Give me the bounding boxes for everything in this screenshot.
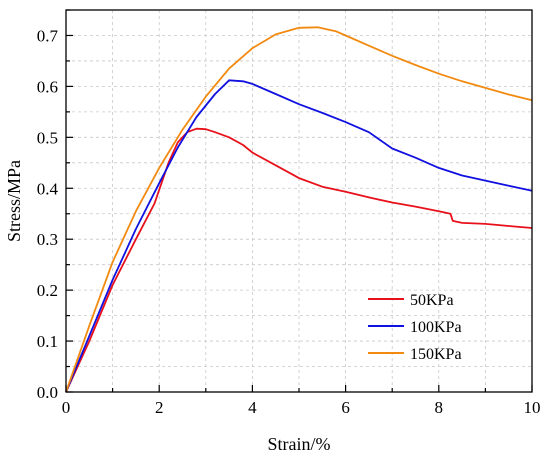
x-axis-title: Strain/% [268, 434, 331, 454]
series-line-50kpa [65, 127, 533, 393]
series-lines [65, 26, 533, 393]
legend-label-150kpa: 150KPa [410, 346, 462, 363]
series-line-100kpa [65, 79, 533, 393]
y-tick-label: 0.4 [37, 179, 59, 198]
x-tick-label: 10 [524, 398, 541, 417]
x-tick-label: 4 [248, 398, 257, 417]
series-line-150kpa [65, 26, 533, 393]
y-tick-label: 0.1 [37, 332, 58, 351]
legend-label-100kpa: 100KPa [410, 319, 462, 336]
x-tick-label: 8 [435, 398, 444, 417]
x-tick-label: 0 [62, 398, 71, 417]
y-tick-label: 0.0 [37, 383, 58, 402]
y-tick-label: 0.6 [37, 77, 58, 96]
legend-label-50kpa: 50KPa [410, 292, 454, 309]
y-tick-label: 0.2 [37, 281, 58, 300]
x-tick-label: 2 [155, 398, 164, 417]
grid [66, 9, 532, 392]
y-tick-label: 0.3 [37, 230, 58, 249]
y-tick-label: 0.5 [37, 128, 58, 147]
y-tick-label: 0.7 [37, 26, 59, 45]
y-axis-title: Stress/MPa [4, 160, 24, 242]
axis-ticks: 0 2 4 6 8 10 0.0 0.1 0.2 0.3 0.4 0.5 0.6 0.7 [37, 9, 541, 417]
legend: 50KPa 100KPa 150KPa [368, 292, 462, 363]
x-tick-label: 6 [341, 398, 350, 417]
